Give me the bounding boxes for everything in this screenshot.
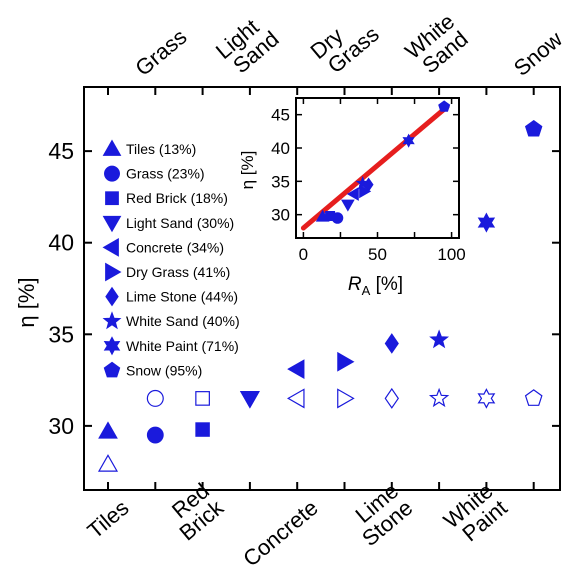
legend-label: Red Brick (18%) bbox=[126, 190, 228, 206]
legend-marker-triangle-down bbox=[102, 215, 122, 233]
x-top-category-label: DryGrass bbox=[306, 5, 384, 81]
legend-label: Grass (23%) bbox=[126, 166, 205, 182]
inset-point-pentagon bbox=[438, 100, 451, 112]
legend-label: Concrete (34%) bbox=[126, 239, 224, 255]
inset-point-triangle-right bbox=[359, 184, 372, 199]
main-plot-frame bbox=[83, 86, 561, 491]
y-axis-label: η [%] bbox=[14, 277, 39, 327]
legend-label: Snow (95%) bbox=[126, 362, 202, 378]
inset-y-axis-label: η [%] bbox=[238, 151, 257, 190]
open-circle-point bbox=[146, 389, 164, 407]
x-category-label: Concrete bbox=[238, 495, 322, 572]
filled-triangle-down-point bbox=[240, 391, 260, 409]
x-top-category-label: Snow bbox=[509, 26, 567, 81]
legend-marker-triangle-right bbox=[105, 262, 122, 282]
legend-label: Tiles (13%) bbox=[126, 141, 196, 157]
open-pentagon-point bbox=[524, 389, 543, 406]
x-category-label: WhitePaint bbox=[439, 478, 512, 550]
inset-chart: 0 50 100 30 35 40 45 η [%] RA [%] bbox=[238, 97, 466, 298]
x-category-label: Tiles bbox=[82, 495, 133, 543]
y-tick-label: 35 bbox=[48, 321, 74, 347]
legend-label: Lime Stone (44%) bbox=[126, 289, 238, 305]
x-top-category-label: LightSand bbox=[211, 9, 284, 81]
x-top-category-label: Grass bbox=[130, 24, 191, 81]
filled-triangle-right-point bbox=[337, 351, 355, 372]
filled-triangle-up-point bbox=[98, 421, 118, 439]
inset-point-square bbox=[325, 211, 336, 221]
open-triangle-down-point bbox=[239, 391, 260, 409]
inset-y-tick-label: 40 bbox=[271, 139, 290, 158]
legend-label: Light Sand (30%) bbox=[126, 215, 234, 231]
legend-marker-triangle-up bbox=[102, 139, 122, 156]
legend-label: White Paint (71%) bbox=[126, 338, 239, 354]
legend-marker-pentagon bbox=[103, 361, 121, 378]
filled-circle-point bbox=[146, 426, 164, 444]
inset-point-star5 bbox=[355, 175, 370, 190]
legend-marker-circle bbox=[104, 165, 120, 182]
open-star6-point bbox=[477, 388, 496, 409]
inset-x-tick-label: 0 bbox=[299, 245, 308, 264]
open-square-point bbox=[195, 391, 210, 406]
open-triangle-right-point bbox=[337, 388, 355, 409]
inset-point-star6 bbox=[402, 133, 415, 148]
inset-y-tick-label: 35 bbox=[271, 172, 290, 191]
y-tick-label: 45 bbox=[48, 138, 74, 164]
inset-y-tick-label: 45 bbox=[271, 106, 290, 125]
legend-marker-square bbox=[105, 191, 119, 206]
open-diamond-point bbox=[384, 387, 400, 409]
y-tick-label: 30 bbox=[48, 413, 74, 439]
filled-square-point bbox=[195, 422, 210, 437]
inset-y-tick-label: 30 bbox=[271, 206, 290, 225]
open-star5-point bbox=[428, 387, 450, 408]
filled-star6-point bbox=[477, 212, 496, 233]
open-triangle-up-point bbox=[97, 454, 119, 472]
inset-x-tick-label: 50 bbox=[368, 245, 387, 264]
legend-marker-triangle-left bbox=[102, 238, 119, 257]
inset-fit-line bbox=[300, 104, 450, 231]
filled-triangle-left-point bbox=[287, 359, 305, 379]
inset-x-tick-label: 100 bbox=[437, 245, 465, 264]
open-triangle-left-point bbox=[286, 388, 305, 409]
inset-point-triangle-left bbox=[346, 187, 359, 201]
inset-point-triangle-down bbox=[341, 199, 355, 212]
legend-marker-star6 bbox=[103, 336, 121, 356]
filled-pentagon-point bbox=[524, 119, 543, 137]
filled-star5-point bbox=[429, 329, 450, 349]
x-category-label: RedBrick bbox=[160, 477, 228, 545]
legend-label: White Sand (40%) bbox=[126, 313, 240, 329]
x-top-category-label: WhiteSand bbox=[400, 9, 473, 81]
inset-x-axis-label: RA [%] bbox=[348, 274, 403, 298]
legend-marker-star5 bbox=[102, 311, 122, 330]
legend-marker-diamond bbox=[105, 286, 119, 307]
y-tick-label: 40 bbox=[48, 230, 74, 256]
filled-diamond-point bbox=[384, 333, 399, 354]
legend-label: Dry Grass (41%) bbox=[126, 264, 230, 280]
